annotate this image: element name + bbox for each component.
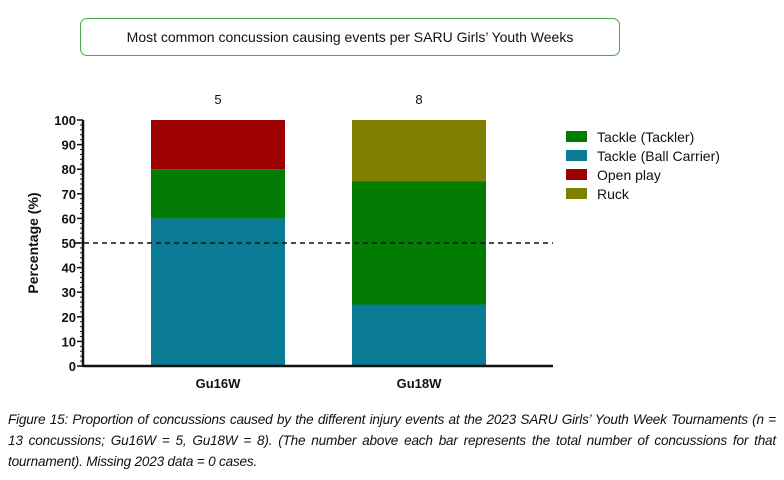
stacked-bar-chart: Gu16W5Gu18W80102030405060708090100Percen… [25, 92, 720, 391]
y-tick-label: 100 [54, 113, 76, 128]
y-tick-label: 90 [62, 138, 76, 153]
legend-swatch [566, 150, 587, 161]
bar-segment [151, 120, 285, 170]
legend-label: Ruck [597, 186, 630, 202]
figure-caption: Figure 15: Proportion of concussions cau… [8, 412, 776, 469]
bar-segment [151, 169, 285, 219]
bar-segment [151, 218, 285, 366]
legend-label: Tackle (Ball Carrier) [597, 148, 720, 164]
y-tick-label: 30 [62, 285, 76, 300]
y-tick-label: 20 [62, 310, 76, 325]
legend-label: Open play [597, 167, 661, 183]
x-tick-label: Gu16W [196, 376, 242, 391]
legend-swatch [566, 131, 587, 142]
bar-total-label: 8 [415, 92, 422, 107]
x-tick-label: Gu18W [397, 376, 443, 391]
bar-total-label: 5 [214, 92, 221, 107]
y-tick-label: 50 [62, 236, 76, 251]
y-tick-label: 40 [62, 261, 76, 276]
y-tick-label: 80 [62, 162, 76, 177]
bar-segment [352, 304, 486, 366]
y-tick-label: 0 [69, 359, 76, 374]
y-axis-label: Percentage (%) [25, 192, 41, 293]
legend-swatch [566, 188, 587, 199]
legend-swatch [566, 169, 587, 180]
y-tick-label: 70 [62, 187, 76, 202]
y-tick-label: 60 [62, 211, 76, 226]
bar-segment [352, 120, 486, 182]
y-tick-label: 10 [62, 334, 76, 349]
chart-title: Most common concussion causing events pe… [80, 18, 620, 56]
legend-label: Tackle (Tackler) [597, 129, 694, 145]
